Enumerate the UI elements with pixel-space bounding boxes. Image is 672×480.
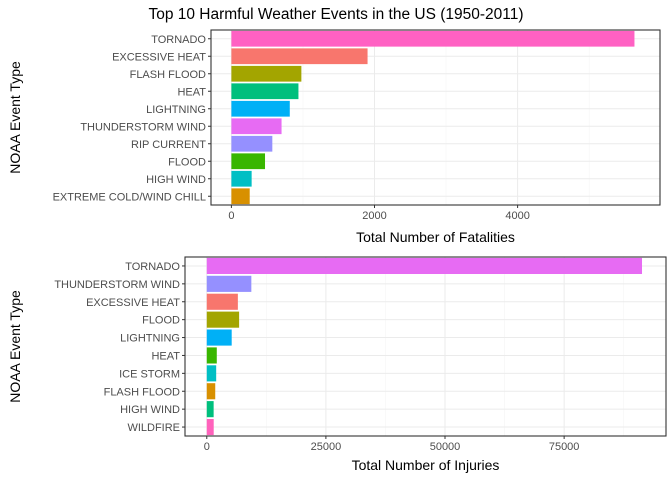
- y-tick-label: HIGH WIND: [120, 404, 180, 416]
- x-tick-label: 25000: [311, 441, 342, 453]
- bar: [231, 48, 368, 65]
- y-tick-label: TORNADO: [151, 34, 206, 46]
- bar: [231, 83, 299, 100]
- x-tick-label: 4000: [505, 210, 529, 222]
- chart-panel-2: TORNADO THUNDERSTORM WIND EXCESSIVE HEAT FL…: [7, 256, 667, 473]
- bar: [206, 347, 217, 364]
- bar: [231, 30, 635, 47]
- y-axis-title: NOAA Event Type: [7, 61, 23, 174]
- bar: [231, 188, 250, 205]
- x-tick-label: 2000: [362, 210, 386, 222]
- y-tick-label: FLOOD: [168, 156, 206, 168]
- bar: [231, 153, 266, 170]
- bar: [206, 257, 643, 275]
- bar: [231, 170, 252, 187]
- chart-title: Top 10 Harmful Weather Events in the US …: [148, 6, 523, 23]
- y-tick-label: TORNADO: [125, 261, 180, 273]
- bar: [206, 365, 217, 382]
- bar: [231, 100, 290, 117]
- y-tick-label: HIGH WIND: [146, 174, 206, 186]
- panel-border: [184, 256, 667, 437]
- x-tick-label: 50000: [430, 441, 461, 453]
- y-tick-label: LIGHTNING: [120, 333, 180, 345]
- y-tick-label: THUNDERSTORM WIND: [80, 121, 206, 133]
- bar: [206, 401, 214, 418]
- x-axis-title: Total Number of Fatalities: [356, 229, 515, 245]
- y-tick-label: RIP CURRENT: [131, 139, 206, 151]
- bar: [206, 383, 216, 400]
- y-axis-title: NOAA Event Type: [7, 290, 23, 403]
- chart-panel-1: TORNADO EXCESSIVE HEAT FLASH FLOOD HEAT LIGH…: [7, 29, 661, 245]
- panel-border: [210, 29, 661, 206]
- bar: [206, 418, 214, 436]
- bar: [231, 135, 273, 152]
- x-tick-label: 75000: [549, 441, 580, 453]
- bar: [206, 329, 232, 346]
- y-tick-label: THUNDERSTORM WIND: [54, 279, 180, 291]
- y-tick-label: FLOOD: [142, 315, 180, 327]
- bar: [231, 118, 282, 135]
- y-tick-label: FLASH FLOOD: [130, 69, 206, 81]
- y-tick-label: HEAT: [151, 350, 180, 362]
- bar: [206, 293, 238, 310]
- y-tick-label: WILDFIRE: [127, 422, 180, 434]
- x-tick-label: 0: [204, 441, 210, 453]
- bar: [206, 311, 240, 328]
- y-tick-label: FLASH FLOOD: [104, 386, 180, 398]
- y-tick-label: ICE STORM: [119, 368, 180, 380]
- x-axis-title: Total Number of Injuries: [352, 457, 500, 473]
- bar: [206, 275, 252, 292]
- bar: [231, 65, 302, 82]
- x-tick-label: 0: [228, 210, 234, 222]
- y-tick-label: HEAT: [177, 86, 206, 98]
- y-tick-label: EXTREME COLD/WIND CHILL: [53, 191, 206, 203]
- y-tick-label: EXCESSIVE HEAT: [112, 51, 206, 63]
- y-tick-label: LIGHTNING: [146, 104, 206, 116]
- y-tick-label: EXCESSIVE HEAT: [86, 297, 180, 309]
